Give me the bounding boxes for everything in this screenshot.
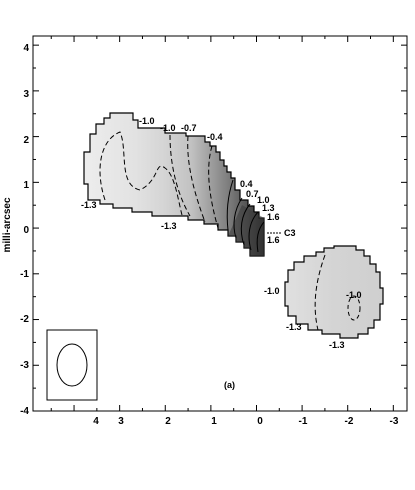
axis-ticks [33, 36, 407, 412]
x-tick-label: -2 [345, 416, 354, 427]
contour-line [226, 179, 234, 231]
x-tick-label: 1 [211, 416, 217, 427]
contour-label: 1.0 [257, 195, 270, 205]
y-tick-label: -4 [20, 406, 29, 417]
panel-label: (a) [224, 380, 235, 390]
contour-label: 1.6 [267, 235, 280, 245]
y-tick-label: -3 [20, 360, 29, 371]
contour-line [240, 203, 251, 246]
core-shading [228, 205, 264, 256]
contour-line [233, 197, 243, 239]
contour-label: -1.3 [286, 322, 302, 332]
contour-line [256, 221, 265, 253]
contour-label: -1.0 [139, 116, 155, 126]
beam-ellipse [56, 343, 88, 387]
x-tick-label: 3 [118, 416, 124, 427]
x-tick-label: 4 [93, 416, 99, 427]
y-tick-label: 3 [23, 89, 29, 100]
contour-line [187, 135, 206, 223]
contour-label: 1.6 [267, 212, 280, 222]
contour-label: -1.0 [264, 286, 280, 296]
y-tick-label: 4 [23, 43, 29, 54]
x-tick-label: -1 [299, 416, 308, 427]
contour-label: 0.4 [240, 179, 253, 189]
y-tick-label: 2 [23, 135, 29, 146]
contour-line [248, 211, 259, 251]
contour-line [99, 131, 183, 216]
contour-label: -1.0 [160, 123, 176, 133]
component-label-c3: C3 [284, 228, 296, 238]
x-tick-label: 2 [165, 416, 171, 427]
contour-line [347, 295, 361, 321]
y-tick-label: -1 [20, 269, 29, 280]
contour-label: -1.3 [81, 200, 97, 210]
beam-box [46, 329, 98, 401]
plot-frame [32, 35, 408, 412]
x-tick-label: -3 [390, 416, 399, 427]
contour-label: -0.7 [181, 123, 197, 133]
x-tick-label: 0 [257, 416, 263, 427]
contour-label: -1.3 [161, 221, 177, 231]
contour-label: 1.3 [262, 203, 275, 213]
y-tick-label: 1 [23, 180, 29, 191]
y-axis-label: milli-arcsec [2, 197, 13, 252]
contour-line [208, 145, 219, 229]
contour-label: -0.4 [207, 132, 223, 142]
y-tick-label: -2 [20, 314, 29, 325]
contour-label: -1.3 [329, 340, 345, 350]
contour-label: 0.7 [246, 189, 259, 199]
contour-label: -1.0 [346, 290, 362, 300]
contour-line [169, 134, 191, 217]
y-tick-label: 0 [23, 225, 29, 236]
